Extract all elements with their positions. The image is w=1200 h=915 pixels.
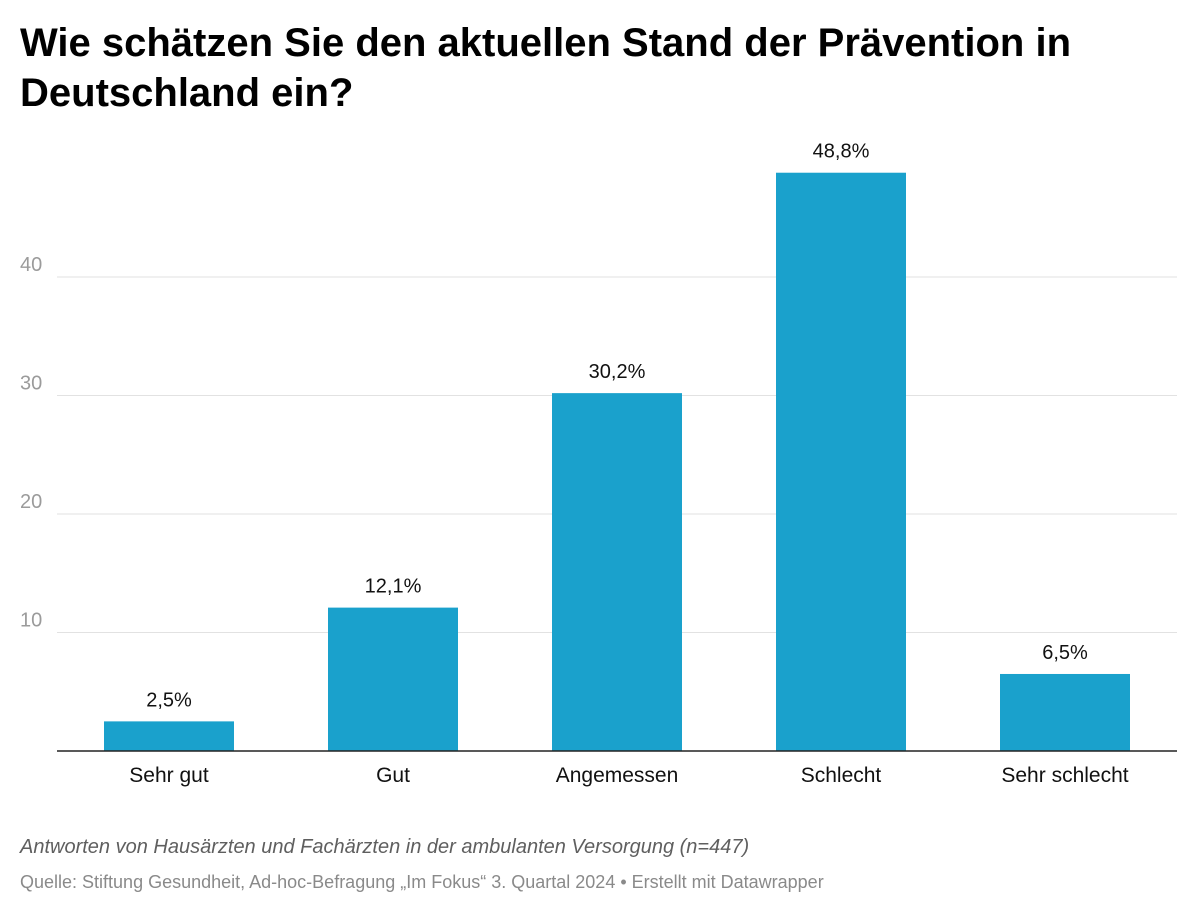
bar-angemessen (552, 393, 682, 751)
bar-value-label: 48,8% (813, 141, 870, 163)
y-tick-label: 40 (20, 254, 42, 276)
bar-sehr-schlecht (1000, 673, 1130, 751)
x-tick-label: Sehr gut (129, 764, 209, 787)
bar-value-label: 12,1% (365, 576, 422, 598)
x-tick-label: Angemessen (556, 764, 679, 787)
bars (104, 172, 1130, 752)
bar-value-label: 30,2% (589, 361, 646, 383)
y-tick-label: 10 (20, 610, 42, 632)
bar-value-label: 2,5% (146, 689, 192, 711)
y-tick-label: 20 (20, 491, 42, 513)
bar-sehr-gut (104, 721, 234, 751)
bar-value-label: 6,5% (1042, 642, 1088, 664)
chart-note: Antworten von Hausärzten und Fachärzten … (20, 836, 750, 858)
x-tick-label: Schlecht (801, 764, 882, 787)
chart-title: Wie schätzen Sie den aktuellen Stand der… (20, 21, 1072, 115)
bar-gut (328, 607, 458, 751)
x-tick-label: Gut (376, 764, 410, 787)
y-tick-label: 30 (20, 373, 42, 395)
labels: 10 20 30 40 2,5% Sehr gut 12,1% Gut 30,2% Angemes… (20, 141, 1129, 787)
chart-source: Quelle: Stiftung Gesundheit, Ad-hoc-Befr… (20, 872, 824, 892)
x-tick-label: Sehr schlecht (1001, 764, 1128, 787)
bar-schlecht (776, 172, 906, 752)
